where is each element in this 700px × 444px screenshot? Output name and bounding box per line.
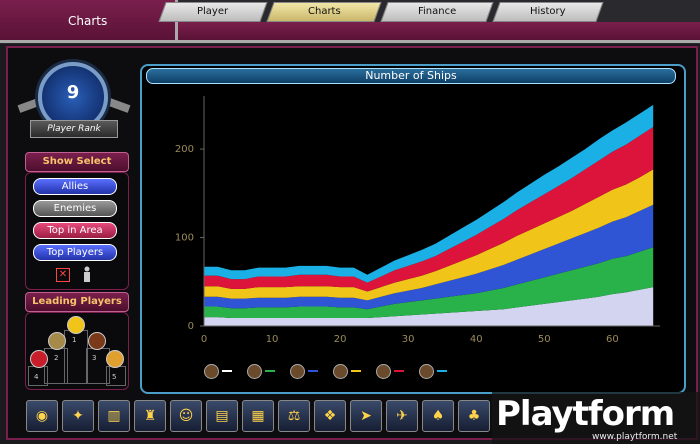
enemies-button[interactable]: Enemies <box>33 200 117 217</box>
top-in-area-button[interactable]: Top in Area <box>33 222 117 239</box>
pink-ship-icon[interactable]: ♣ <box>458 400 490 432</box>
x-tick-label: 40 <box>470 334 483 345</box>
x-tick-label: 20 <box>334 334 347 345</box>
area-series-2 <box>204 247 654 319</box>
fighter-icon[interactable]: ✈ <box>386 400 418 432</box>
balance-scale-icon[interactable]: ⚖ <box>278 400 310 432</box>
x-tick-label: 60 <box>606 334 619 345</box>
ship-icon[interactable]: ➤ <box>350 400 382 432</box>
tab-history[interactable]: History <box>492 2 604 22</box>
leader-3-icon[interactable] <box>88 332 106 350</box>
legend-swatch <box>308 370 318 372</box>
faction-2-icon[interactable] <box>247 364 262 379</box>
top-players-button[interactable]: Top Players <box>33 244 117 261</box>
area-series-4 <box>204 169 654 301</box>
faction-1-icon[interactable] <box>204 364 219 379</box>
x-tick-label: 50 <box>538 334 551 345</box>
tab-finance[interactable]: Finance <box>380 2 494 22</box>
smiley-icon[interactable]: ☺ <box>170 400 202 432</box>
ships-area-chart: 0 100 200 0 10 20 30 40 50 60 <box>175 96 660 345</box>
area-series-3 <box>204 204 654 310</box>
x-tick-label: 10 <box>266 334 279 345</box>
area-series-6 <box>204 104 654 283</box>
person-icon[interactable] <box>82 266 92 282</box>
screen-title: Charts <box>0 0 178 43</box>
faction-6-icon[interactable] <box>419 364 434 379</box>
faction-3-icon[interactable] <box>290 364 305 379</box>
leading-players-header: Leading Players <box>25 292 129 312</box>
cargo-icon[interactable]: ▤ <box>206 400 238 432</box>
x-tick-label: 30 <box>402 334 415 345</box>
header-strip <box>150 22 700 43</box>
player-rank-label: Player Rank <box>30 120 118 138</box>
show-select-header: Show Select <box>25 152 129 172</box>
watermark-url: www.playtform.net <box>592 432 678 442</box>
chart-title: Number of Ships <box>146 68 676 84</box>
tab-charts[interactable]: Charts <box>266 2 382 22</box>
y-tick-label: 0 <box>188 321 194 332</box>
legend-swatch <box>351 370 361 372</box>
y-tick-label: 100 <box>175 233 194 244</box>
crystal-icon[interactable]: ❖ <box>314 400 346 432</box>
allies-button[interactable]: Allies <box>33 178 117 195</box>
x-tick-label: 0 <box>201 334 207 345</box>
legend-swatch <box>265 370 275 372</box>
freight-icon[interactable]: ▦ <box>242 400 274 432</box>
podium-label-5: 5 <box>112 373 117 381</box>
legend-swatch <box>222 370 232 372</box>
legend-swatch <box>437 370 447 372</box>
star-burst-icon[interactable]: ✦ <box>62 400 94 432</box>
watermark-bg <box>492 392 700 444</box>
watermark-brand: Playtform <box>496 394 675 434</box>
leader-4-icon[interactable] <box>30 350 48 368</box>
faction-4-icon[interactable] <box>333 364 348 379</box>
leader-1-icon[interactable] <box>67 316 85 334</box>
station-icon[interactable]: ♜ <box>134 400 166 432</box>
leader-2-icon[interactable] <box>48 332 66 350</box>
screen-title-text: Charts <box>68 14 108 28</box>
crimson-ship-icon[interactable]: ♠ <box>422 400 454 432</box>
faction-5-icon[interactable] <box>376 364 391 379</box>
planet-icon[interactable]: ◉ <box>26 400 58 432</box>
podium-label-4: 4 <box>34 373 39 381</box>
podium-label-2: 2 <box>54 354 59 362</box>
clear-selection-icon[interactable]: ✕ <box>56 268 70 282</box>
y-tick-label: 200 <box>175 144 194 155</box>
bottom-toolbar: ◉ ✦ ▥ ♜ ☺ ▤ ▦ ⚖ ❖ ➤ ✈ ♠ ♣ <box>20 398 692 434</box>
leader-5-icon[interactable] <box>106 350 124 368</box>
player-rank-value: 9 <box>66 82 80 103</box>
legend-swatch <box>394 370 404 372</box>
area-series-5 <box>204 126 654 292</box>
podium-label-1: 1 <box>72 336 77 344</box>
city-icon[interactable]: ▥ <box>98 400 130 432</box>
tab-player[interactable]: Player <box>158 2 268 22</box>
podium-label-3: 3 <box>92 354 97 362</box>
area-series-1 <box>204 287 654 326</box>
